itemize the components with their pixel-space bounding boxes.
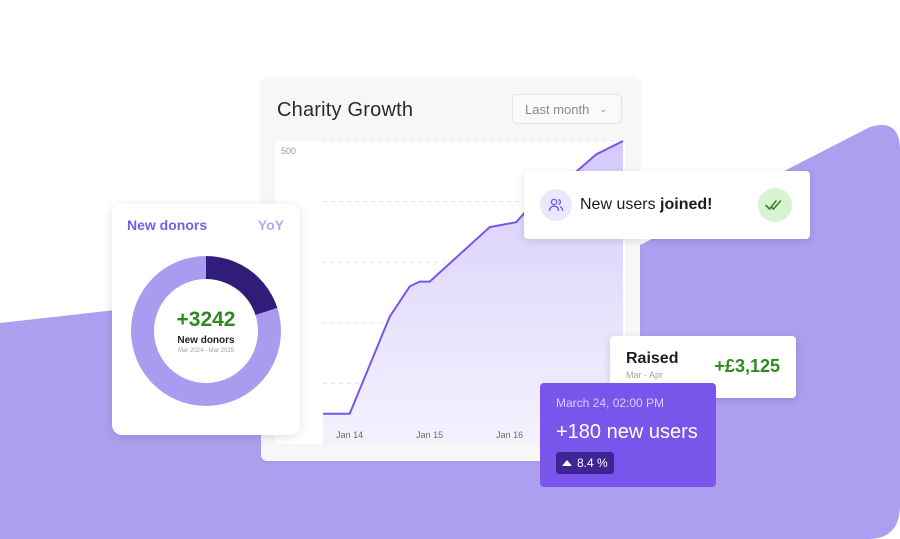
users-icon [540, 189, 572, 221]
chevron-down-icon: ⌄ [599, 103, 607, 114]
period-toggle[interactable]: YoY [257, 217, 284, 233]
raised-range: Mar - Apr [626, 370, 664, 380]
notification-text-prefix: New users [580, 196, 661, 213]
change-value: 8.4 % [577, 456, 608, 470]
x-tick-label: Jan 14 [336, 430, 363, 440]
new-users-notification[interactable]: New users joined! [524, 171, 810, 239]
donor-card-title: New donors [127, 217, 208, 233]
donors-donut-chart: +3242 New donors Mar 2024 - Mar 2025 [131, 256, 281, 406]
change-badge: 8.4 % [556, 452, 614, 474]
donors-label: New donors [177, 334, 235, 346]
donors-range: Mar 2024 - Mar 2025 [177, 347, 235, 354]
period-select[interactable]: Last month ⌄ [512, 94, 622, 124]
card-title: Charity Growth [277, 99, 414, 121]
chart-tooltip: March 24, 02:00 PM +180 new users 8.4 % [540, 383, 716, 487]
raised-value: +£3,125 [714, 356, 780, 376]
y-tick-label: 500 [281, 146, 296, 156]
donut-center: +3242 New donors Mar 2024 - Mar 2025 [154, 279, 258, 383]
period-select-value: Last month [525, 101, 590, 117]
notification-text-bold: joined! [660, 196, 713, 213]
charity-growth-card: Charity Growth Last month ⌄ 500400Jan 14… [261, 77, 640, 461]
raised-label: Raised [626, 350, 679, 367]
new-donors-card: New donors YoY +3242 New donors Mar 2024… [112, 204, 300, 435]
tooltip-date: March 24, 02:00 PM [556, 396, 665, 410]
x-tick-label: Jan 15 [416, 430, 443, 440]
tooltip-value: +180 new users [556, 421, 698, 443]
donors-value: +3242 [176, 307, 236, 331]
notification-text: New users joined! [580, 196, 712, 214]
double-check-icon [758, 188, 792, 222]
triangle-up-icon [562, 460, 572, 466]
x-tick-label: Jan 16 [496, 430, 523, 440]
